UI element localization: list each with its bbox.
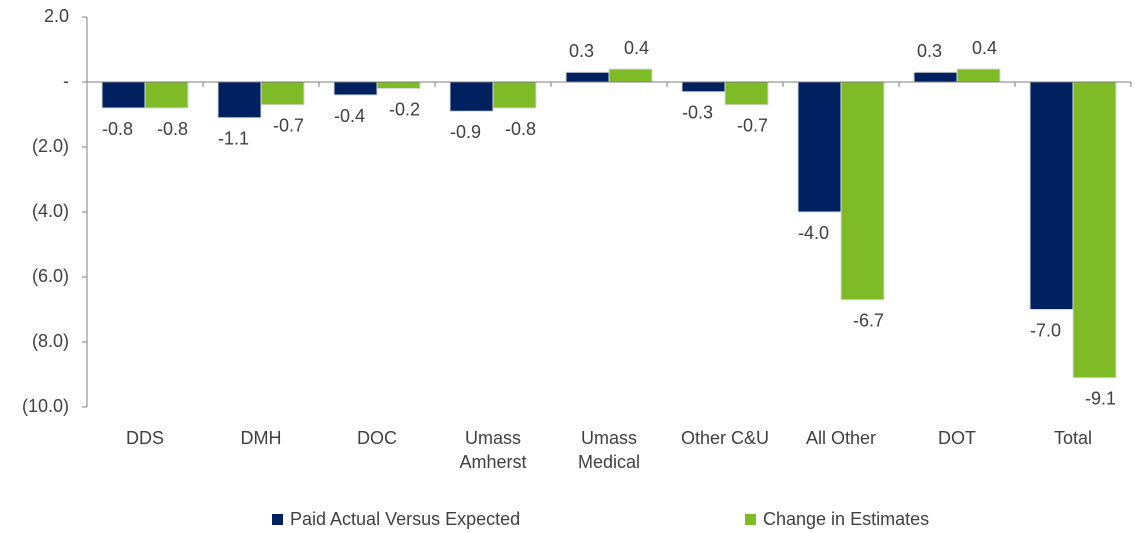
- legend-label: Change in Estimates: [763, 509, 929, 529]
- x-tick-label: DOT: [938, 428, 976, 448]
- bar: [376, 81, 421, 89]
- bar: [608, 68, 653, 83]
- data-label: -0.8: [505, 119, 536, 139]
- data-label: -0.4: [334, 106, 365, 126]
- x-tick-label: DMH: [240, 428, 282, 448]
- bar: [724, 81, 769, 106]
- legend-swatch: [745, 514, 756, 525]
- y-tick-label: (2.0): [32, 136, 69, 156]
- x-tick-label: DDS: [125, 428, 164, 448]
- data-label: -0.8: [102, 119, 133, 139]
- data-label: -6.7: [853, 311, 884, 331]
- bar: [492, 81, 537, 109]
- y-tick-label: 2.0: [44, 6, 69, 26]
- data-label: -0.3: [682, 103, 713, 123]
- bar: [1072, 81, 1117, 379]
- bar: [333, 81, 378, 96]
- data-label: -0.8: [157, 119, 188, 139]
- data-label: -0.9: [450, 122, 481, 142]
- x-tick-label: Total: [1053, 428, 1093, 448]
- y-tick-label: (10.0): [22, 396, 69, 416]
- legend-label: Paid Actual Versus Expected: [290, 509, 520, 529]
- data-label: -0.7: [273, 116, 304, 136]
- x-tick-label: DOC: [357, 428, 397, 448]
- bar: [681, 81, 726, 93]
- bar: [144, 81, 189, 109]
- data-label: 0.3: [917, 41, 942, 61]
- data-label: 0.4: [972, 38, 997, 58]
- bar: [956, 68, 1001, 83]
- y-tick-label: (6.0): [32, 266, 69, 286]
- data-label: -9.1: [1085, 389, 1116, 409]
- data-label: 0.4: [624, 38, 649, 58]
- y-tick-label: (8.0): [32, 331, 69, 351]
- x-tick-label: Other C&U: [680, 428, 770, 448]
- bar: [217, 81, 262, 119]
- bar: [840, 81, 885, 301]
- bar: [260, 81, 305, 106]
- y-tick-label: (4.0): [32, 201, 69, 221]
- bar: [565, 71, 610, 83]
- y-tick-label: -: [63, 71, 69, 91]
- x-tick-label: Umass Medical: [577, 428, 641, 472]
- bar: [449, 81, 494, 112]
- data-label: -7.0: [1030, 320, 1061, 340]
- x-tick-label: Umass Amherst: [459, 428, 527, 472]
- bar: [797, 81, 842, 213]
- data-label: -1.1: [218, 129, 249, 149]
- x-tick-label: All Other: [805, 428, 877, 448]
- bar: [101, 81, 146, 109]
- data-label: 0.3: [569, 41, 594, 61]
- data-label: -0.2: [389, 99, 420, 119]
- bar: [913, 71, 958, 83]
- data-label: -0.7: [737, 116, 768, 136]
- data-label: -4.0: [798, 223, 829, 243]
- legend-swatch: [272, 514, 283, 525]
- bar: [1029, 81, 1074, 310]
